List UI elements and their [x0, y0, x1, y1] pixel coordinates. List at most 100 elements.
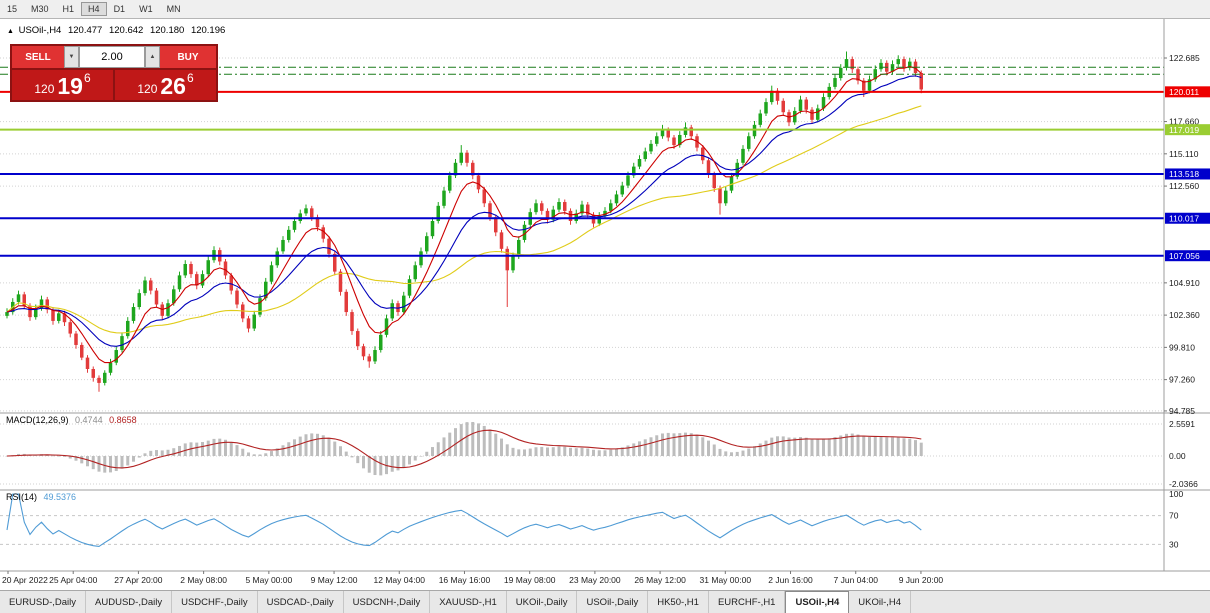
rsi-line	[6, 493, 922, 547]
symbol-marker-icon: ▲	[7, 28, 14, 35]
ma-layer	[6, 66, 922, 364]
price-line-label	[1165, 212, 1210, 224]
low-value: 120.180	[149, 25, 185, 36]
tab-eurchf-h1[interactable]: EURCHF-,H1	[709, 591, 786, 613]
time-axis-label: 7 Jun 04:00	[834, 575, 879, 585]
price-axis-label: 112.560	[1169, 181, 1199, 191]
time-axis-label: 12 May 04:00	[374, 575, 426, 585]
price-line-label	[1165, 168, 1210, 180]
tab-usdchf-daily[interactable]: USDCHF-,Daily	[172, 591, 258, 613]
svg-text:70: 70	[1169, 511, 1179, 521]
svg-text:30: 30	[1169, 539, 1179, 549]
volume-decrease-button[interactable]: ▼	[64, 46, 79, 68]
timeframe-h1[interactable]: H1	[62, 4, 75, 14]
rsi-value: 49.5376	[43, 492, 77, 502]
price-axis-label: 102.360	[1169, 310, 1200, 320]
time-axis-label: 9 May 12:00	[311, 575, 358, 585]
svg-text:110.017: 110.017	[1169, 213, 1199, 223]
buy-price-big: 26	[160, 73, 186, 100]
price-axis-label: 115.110	[1169, 149, 1199, 159]
grid-layer	[0, 57, 1164, 412]
price-line-label	[1165, 250, 1210, 262]
volume-increase-button[interactable]: ▲	[145, 46, 160, 68]
price-axis-label: 99.810	[1169, 342, 1195, 352]
price-axis-label: 97.260	[1169, 375, 1195, 385]
svg-text:-2.0366: -2.0366	[1169, 479, 1198, 489]
volume-input[interactable]: 2.00	[79, 46, 145, 68]
svg-text:0.00: 0.00	[1169, 451, 1186, 461]
tab-xauusd-h1[interactable]: XAUUSD-,H1	[430, 591, 507, 613]
time-axis-label: 5 May 00:00	[245, 575, 292, 585]
time-axis-label: 25 Apr 04:00	[49, 575, 97, 585]
tab-usdcad-daily[interactable]: USDCAD-,Daily	[258, 591, 344, 613]
sell-price-sup: 6	[83, 71, 91, 85]
price-line-label	[1165, 86, 1210, 98]
price-axis-label: 117.660	[1169, 117, 1199, 127]
timeframe-bar: 15 M30 H1 H4 D1 W1 MN	[0, 0, 1210, 19]
time-axis-label: 26 May 12:00	[634, 575, 686, 585]
indicator-panels-layer	[0, 422, 1164, 547]
timeframe-m30[interactable]: M30	[31, 4, 49, 14]
rsi-name: RSI(14)	[6, 492, 38, 502]
open-value: 120.477	[67, 25, 103, 36]
price-axis-label: 94.785	[1169, 406, 1195, 416]
macd-indicator-label: MACD(12,26,9) 0.4744 0.8658	[6, 415, 137, 425]
ma-fast-line	[6, 66, 922, 364]
sell-price-prefix: 120	[34, 82, 55, 96]
symbol-name: USOil-,H4	[18, 25, 62, 36]
time-axis-label: 9 Jun 20:00	[899, 575, 944, 585]
time-axis-label: 20 Apr 2022	[2, 575, 48, 585]
buy-price-sup: 6	[186, 71, 194, 85]
close-value: 120.196	[190, 25, 226, 36]
macd-main-value: 0.4744	[75, 415, 103, 425]
time-axis-label: 31 May 00:00	[700, 575, 752, 585]
price-line-label	[1165, 124, 1210, 136]
time-axis-label: 27 Apr 20:00	[114, 575, 162, 585]
sell-price-big: 19	[57, 73, 83, 100]
tab-usoil-daily[interactable]: USOil-,Daily	[577, 591, 649, 613]
tab-usdcnh-daily[interactable]: USDCNH-,Daily	[344, 591, 431, 613]
price-axis-label: 122.685	[1169, 53, 1200, 63]
time-axis-label: 16 May 16:00	[439, 575, 491, 585]
rsi-indicator-label: RSI(14) 49.5376	[6, 492, 76, 502]
svg-text:117.019: 117.019	[1169, 125, 1199, 135]
one-click-trade-panel: SELL ▼ 2.00 ▲ BUY 120 19 6 120 26 6	[10, 44, 218, 102]
axes-layer: 2.55910.00-2.03661007030122.685117.66011…	[0, 18, 1210, 585]
timeframe-m15[interactable]: 15	[7, 4, 18, 14]
timeframe-w1[interactable]: W1	[139, 4, 153, 14]
ma-mid-line	[6, 75, 922, 347]
svg-text:107.056: 107.056	[1169, 251, 1200, 261]
tab-ukoil-daily[interactable]: UKOil-,Daily	[507, 591, 578, 613]
timeframe-d1[interactable]: D1	[113, 4, 126, 14]
buy-button[interactable]: BUY	[160, 46, 216, 68]
candles-layer	[5, 51, 923, 392]
tab-eurusd-daily[interactable]: EURUSD-,Daily	[0, 591, 87, 613]
svg-text:100: 100	[1169, 489, 1183, 499]
buy-price-tile[interactable]: 120 26 6	[115, 70, 216, 100]
high-value: 120.642	[108, 25, 144, 36]
time-axis-label: 2 May 08:00	[180, 575, 227, 585]
sell-price-tile[interactable]: 120 19 6	[12, 70, 113, 100]
macd-signal-value: 0.8658	[109, 415, 137, 425]
time-axis-label: 19 May 08:00	[504, 575, 556, 585]
chart-ohlc-header: ▲ USOil-,H4 120.477 120.642 120.180 120.…	[7, 25, 229, 36]
macd-name: MACD(12,26,9)	[6, 415, 69, 425]
sell-button[interactable]: SELL	[12, 46, 64, 68]
price-axis-label: 104.910	[1169, 278, 1200, 288]
svg-text:120.011: 120.011	[1169, 87, 1199, 97]
timeframe-h4[interactable]: H4	[81, 2, 107, 16]
svg-text:2.5591: 2.5591	[1169, 419, 1195, 429]
ma-slow-line	[6, 105, 922, 334]
tab-hk50-h1[interactable]: HK50-,H1	[648, 591, 709, 613]
timeframe-mn[interactable]: MN	[166, 4, 181, 14]
time-axis-label: 2 Jun 16:00	[768, 575, 813, 585]
tab-audusd-daily[interactable]: AUDUSD-,Daily	[86, 591, 173, 613]
tab-usoil-h4[interactable]: USOil-,H4	[785, 591, 850, 613]
buy-price-prefix: 120	[137, 82, 158, 96]
svg-text:113.518: 113.518	[1169, 169, 1199, 179]
tab-ukoil-h4[interactable]: UKOil-,H4	[849, 591, 912, 613]
chart-tabs-bar: EURUSD-,Daily AUDUSD-,Daily USDCHF-,Dail…	[0, 590, 1210, 613]
time-axis-label: 23 May 20:00	[569, 575, 621, 585]
